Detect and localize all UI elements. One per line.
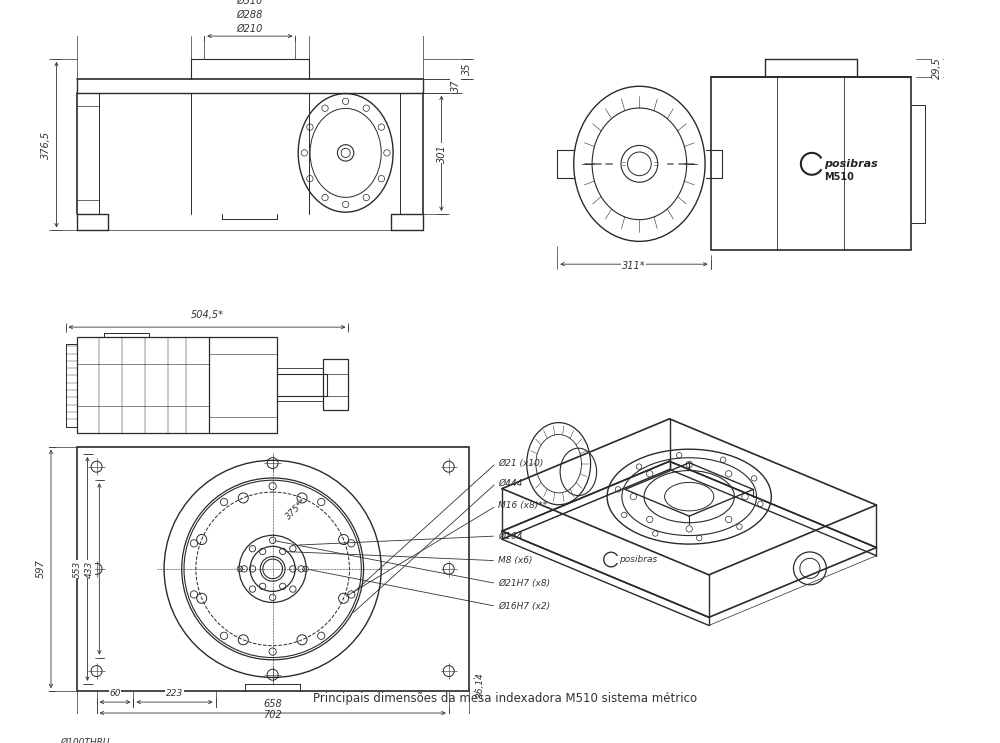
Text: 37: 37 [451,80,461,92]
Text: 597: 597 [35,559,45,578]
Text: M510: M510 [825,172,854,181]
Text: 60: 60 [109,690,121,698]
Text: 301: 301 [437,144,447,163]
Text: M8 (x6): M8 (x6) [498,557,532,565]
Bar [323,359,348,410]
Text: Ø510: Ø510 [237,0,263,6]
Bar [77,447,469,691]
Text: Ø21 (x10): Ø21 (x10) [498,458,543,467]
Text: Ø164: Ø164 [498,531,522,541]
Text: Ø21H7 (x8): Ø21H7 (x8) [498,579,550,588]
Text: Ø210: Ø210 [237,23,263,33]
Text: M16 (x8)**: M16 (x8)** [498,502,547,510]
Bar [711,77,911,250]
Bar [77,337,209,433]
Text: Ø288: Ø288 [237,10,263,19]
Text: 702: 702 [263,710,282,720]
Text: Ø444: Ø444 [498,478,522,487]
Text: 376,5: 376,5 [41,131,51,159]
Text: posibras: posibras [825,159,878,169]
Text: 36,14: 36,14 [476,672,485,698]
Text: 29,5: 29,5 [932,57,942,79]
Text: 504,5*: 504,5* [190,310,223,319]
Text: 311*: 311* [622,261,646,270]
Text: 35: 35 [462,62,472,75]
Text: 658: 658 [263,699,282,710]
Text: Ø16H7 (x2): Ø16H7 (x2) [498,602,550,611]
Text: Principais dimensões da mesa indexadora M510 sistema métrico: Principais dimensões da mesa indexadora … [313,692,697,705]
Text: 223: 223 [166,690,183,698]
Text: Ø100THRU: Ø100THRU [60,738,110,743]
Text: posibras: posibras [619,555,658,564]
Text: 375**: 375** [284,496,309,521]
Text: 553: 553 [73,560,82,577]
Text: 433: 433 [85,560,94,577]
